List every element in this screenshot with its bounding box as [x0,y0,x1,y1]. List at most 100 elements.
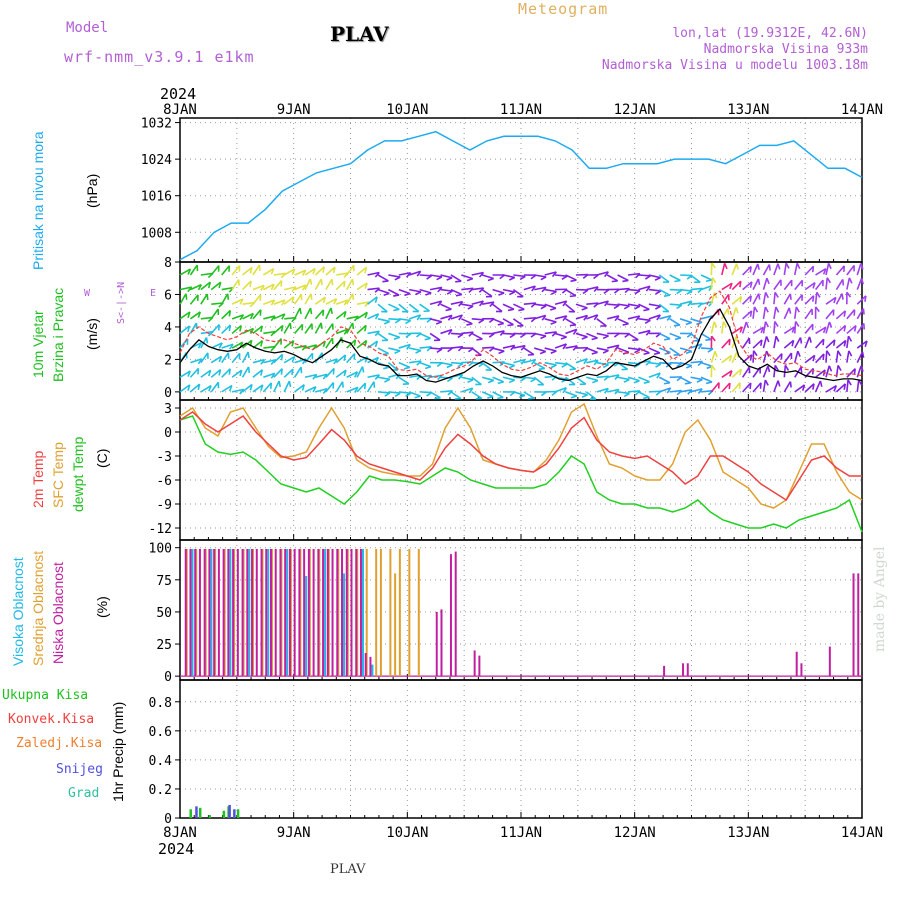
wind-arrow [179,293,187,305]
low-cloud-bar [241,548,244,677]
wind-arrow-head [291,340,295,347]
wind-arrow [189,294,199,305]
wind-arrow [835,339,847,349]
low-cloud-bar [473,650,476,677]
wind-arrow [846,309,856,320]
wind-arrow [356,266,367,276]
wind-arrow [534,347,546,353]
wind-arrow-head [425,292,432,296]
wind-arrow-head [676,289,683,295]
wind-arrow-head [812,355,816,362]
wind-arrow-head [228,343,234,350]
wind-arrow [752,339,763,349]
wind-arrow [419,391,432,394]
wind-arrow [315,387,328,393]
wind-arrow [429,332,441,341]
wind-arrow [440,361,453,366]
wind-arrow-head [541,286,547,293]
wind-arrow [731,263,738,276]
wind-arrow [585,391,597,400]
wind-arrow-head [467,305,474,310]
cloud-ytick-label: 0 [164,670,172,685]
wind-arrow-head [541,314,547,321]
wind-arrow [377,332,389,341]
wind-arrow [596,375,609,379]
wind-arrow [502,288,515,293]
wind-arrow [377,318,390,323]
low-cloud-bar [663,665,666,677]
wind-arrow [231,314,244,320]
wind-arrow-head [710,335,716,342]
wind-arrow [721,370,733,378]
wind-arrow [242,266,253,276]
wind-arrow-head [853,325,857,332]
wind-arrow-head [540,276,547,281]
wind-arrow [388,303,400,311]
wind-arrow [846,336,850,349]
wind-arrow [502,344,515,349]
wind-arrow-head [826,277,831,284]
wind-arrow [825,263,830,276]
wind-arrow-head [837,365,842,372]
wind-arrow-head [623,305,630,310]
wind-arrow [367,271,380,276]
wind-arrow-head [434,397,441,400]
wind-arrow [742,281,753,291]
wind-arrow [252,309,262,320]
low-cloud-bar [198,548,201,677]
wind-arrow-head [812,282,816,289]
wind-arrow [669,361,682,365]
wind-arrow [565,376,576,386]
low-cloud-bar [284,548,287,677]
wind-arrow-head [847,379,852,386]
wind-arrow-head [497,396,504,400]
wind-arrow-head [395,373,401,380]
wind-arrow [221,265,230,276]
wind-arrow [283,322,291,334]
wind-arrow [263,299,275,305]
wind-arrow [533,361,546,370]
low-cloud-bar [203,548,206,677]
wind-arrow [741,321,748,334]
wind-arrow-head [764,292,770,299]
wind-arrow-head [604,271,609,278]
wind-arrow [273,313,286,320]
wind-arrow [710,350,716,363]
dewpoint-line [179,415,863,533]
wind-arrow-head [797,350,801,357]
wind-arrow-head [260,340,264,347]
wind-arrow [762,264,771,276]
wind-arrow-head [614,374,620,380]
wind-arrow-head [569,294,576,298]
wind-arrow [471,347,482,356]
wind-arrow-head [749,310,753,317]
wind-arrow [284,316,297,320]
wind-arrow [513,274,526,278]
wind-arrow [179,268,191,276]
total-precip-bar [236,809,240,818]
wind-arrow [304,307,312,320]
wind-arrow [534,303,547,307]
wind-arrow [523,376,536,380]
wind-arrow [398,288,411,295]
wind-arrow [200,281,211,291]
wind-arrow [762,350,768,363]
wind-arrow [815,353,825,364]
wind-arrow-head [570,279,577,283]
wind-arrow [461,274,474,280]
wind-arrow [200,293,208,305]
wind-arrow-head [393,294,400,297]
wind-arrow [721,321,725,334]
low-cloud-bar [322,548,325,677]
wind-arrow-head [488,333,495,338]
wind-arrow [721,293,730,305]
wind-arrow-head [791,326,796,333]
wind-arrow [388,318,401,321]
wind-arrow-head [519,377,526,382]
wind-arrow-head [374,313,380,320]
wind-arrow [221,324,231,335]
wind-arrow [346,293,354,305]
low-cloud-bar [478,655,481,677]
wind-arrow [586,286,599,291]
wind-arrow [669,389,682,393]
